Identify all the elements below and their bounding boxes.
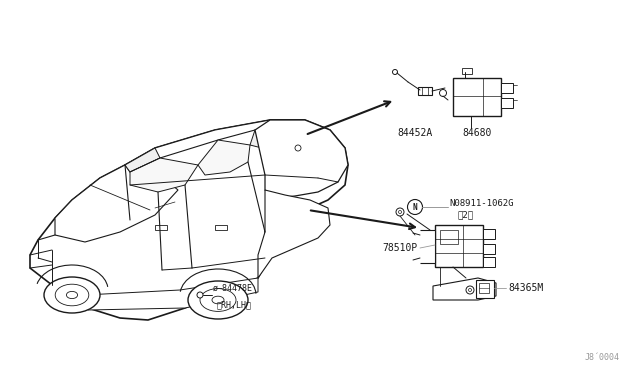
Polygon shape	[250, 130, 295, 150]
Ellipse shape	[55, 284, 89, 306]
Bar	[155, 225, 167, 230]
Ellipse shape	[212, 296, 224, 304]
Ellipse shape	[67, 291, 77, 299]
Text: 84365M: 84365M	[508, 283, 543, 293]
Bar	[483, 244, 495, 254]
Polygon shape	[130, 158, 198, 192]
Text: 84452A: 84452A	[397, 128, 433, 138]
Circle shape	[392, 70, 397, 74]
Bar	[462, 68, 472, 74]
Circle shape	[396, 208, 404, 216]
Polygon shape	[255, 120, 348, 198]
Circle shape	[197, 292, 203, 298]
Circle shape	[468, 289, 472, 292]
Circle shape	[408, 199, 422, 215]
Text: 84680: 84680	[462, 128, 492, 138]
Bar	[453, 78, 501, 116]
Bar	[501, 98, 513, 108]
Bar	[215, 225, 227, 230]
Ellipse shape	[44, 277, 100, 313]
Text: N08911-1062G: N08911-1062G	[449, 199, 513, 208]
Polygon shape	[55, 165, 178, 242]
Polygon shape	[420, 230, 435, 263]
Ellipse shape	[200, 289, 236, 311]
Circle shape	[295, 145, 301, 151]
Bar	[440, 230, 458, 244]
Ellipse shape	[188, 281, 248, 319]
Bar	[483, 229, 495, 239]
Polygon shape	[85, 278, 258, 310]
Circle shape	[399, 211, 401, 214]
Text: N: N	[413, 202, 417, 212]
Polygon shape	[30, 120, 348, 320]
Text: （2）: （2）	[458, 211, 474, 219]
Polygon shape	[125, 148, 160, 172]
Circle shape	[466, 286, 474, 294]
Bar	[501, 83, 513, 93]
Bar	[476, 280, 494, 298]
Bar	[483, 257, 495, 267]
Polygon shape	[125, 120, 305, 172]
Polygon shape	[198, 140, 250, 175]
Text: J8´0004: J8´0004	[585, 353, 620, 362]
Bar	[418, 87, 432, 95]
Bar	[479, 283, 489, 293]
Text: （RH,LH）: （RH,LH）	[217, 300, 252, 309]
Circle shape	[440, 90, 447, 96]
Bar	[435, 225, 483, 267]
Text: 78510P: 78510P	[383, 243, 418, 253]
Polygon shape	[258, 190, 330, 278]
Polygon shape	[433, 278, 496, 300]
Text: ø—84478E: ø—84478E	[213, 284, 253, 293]
